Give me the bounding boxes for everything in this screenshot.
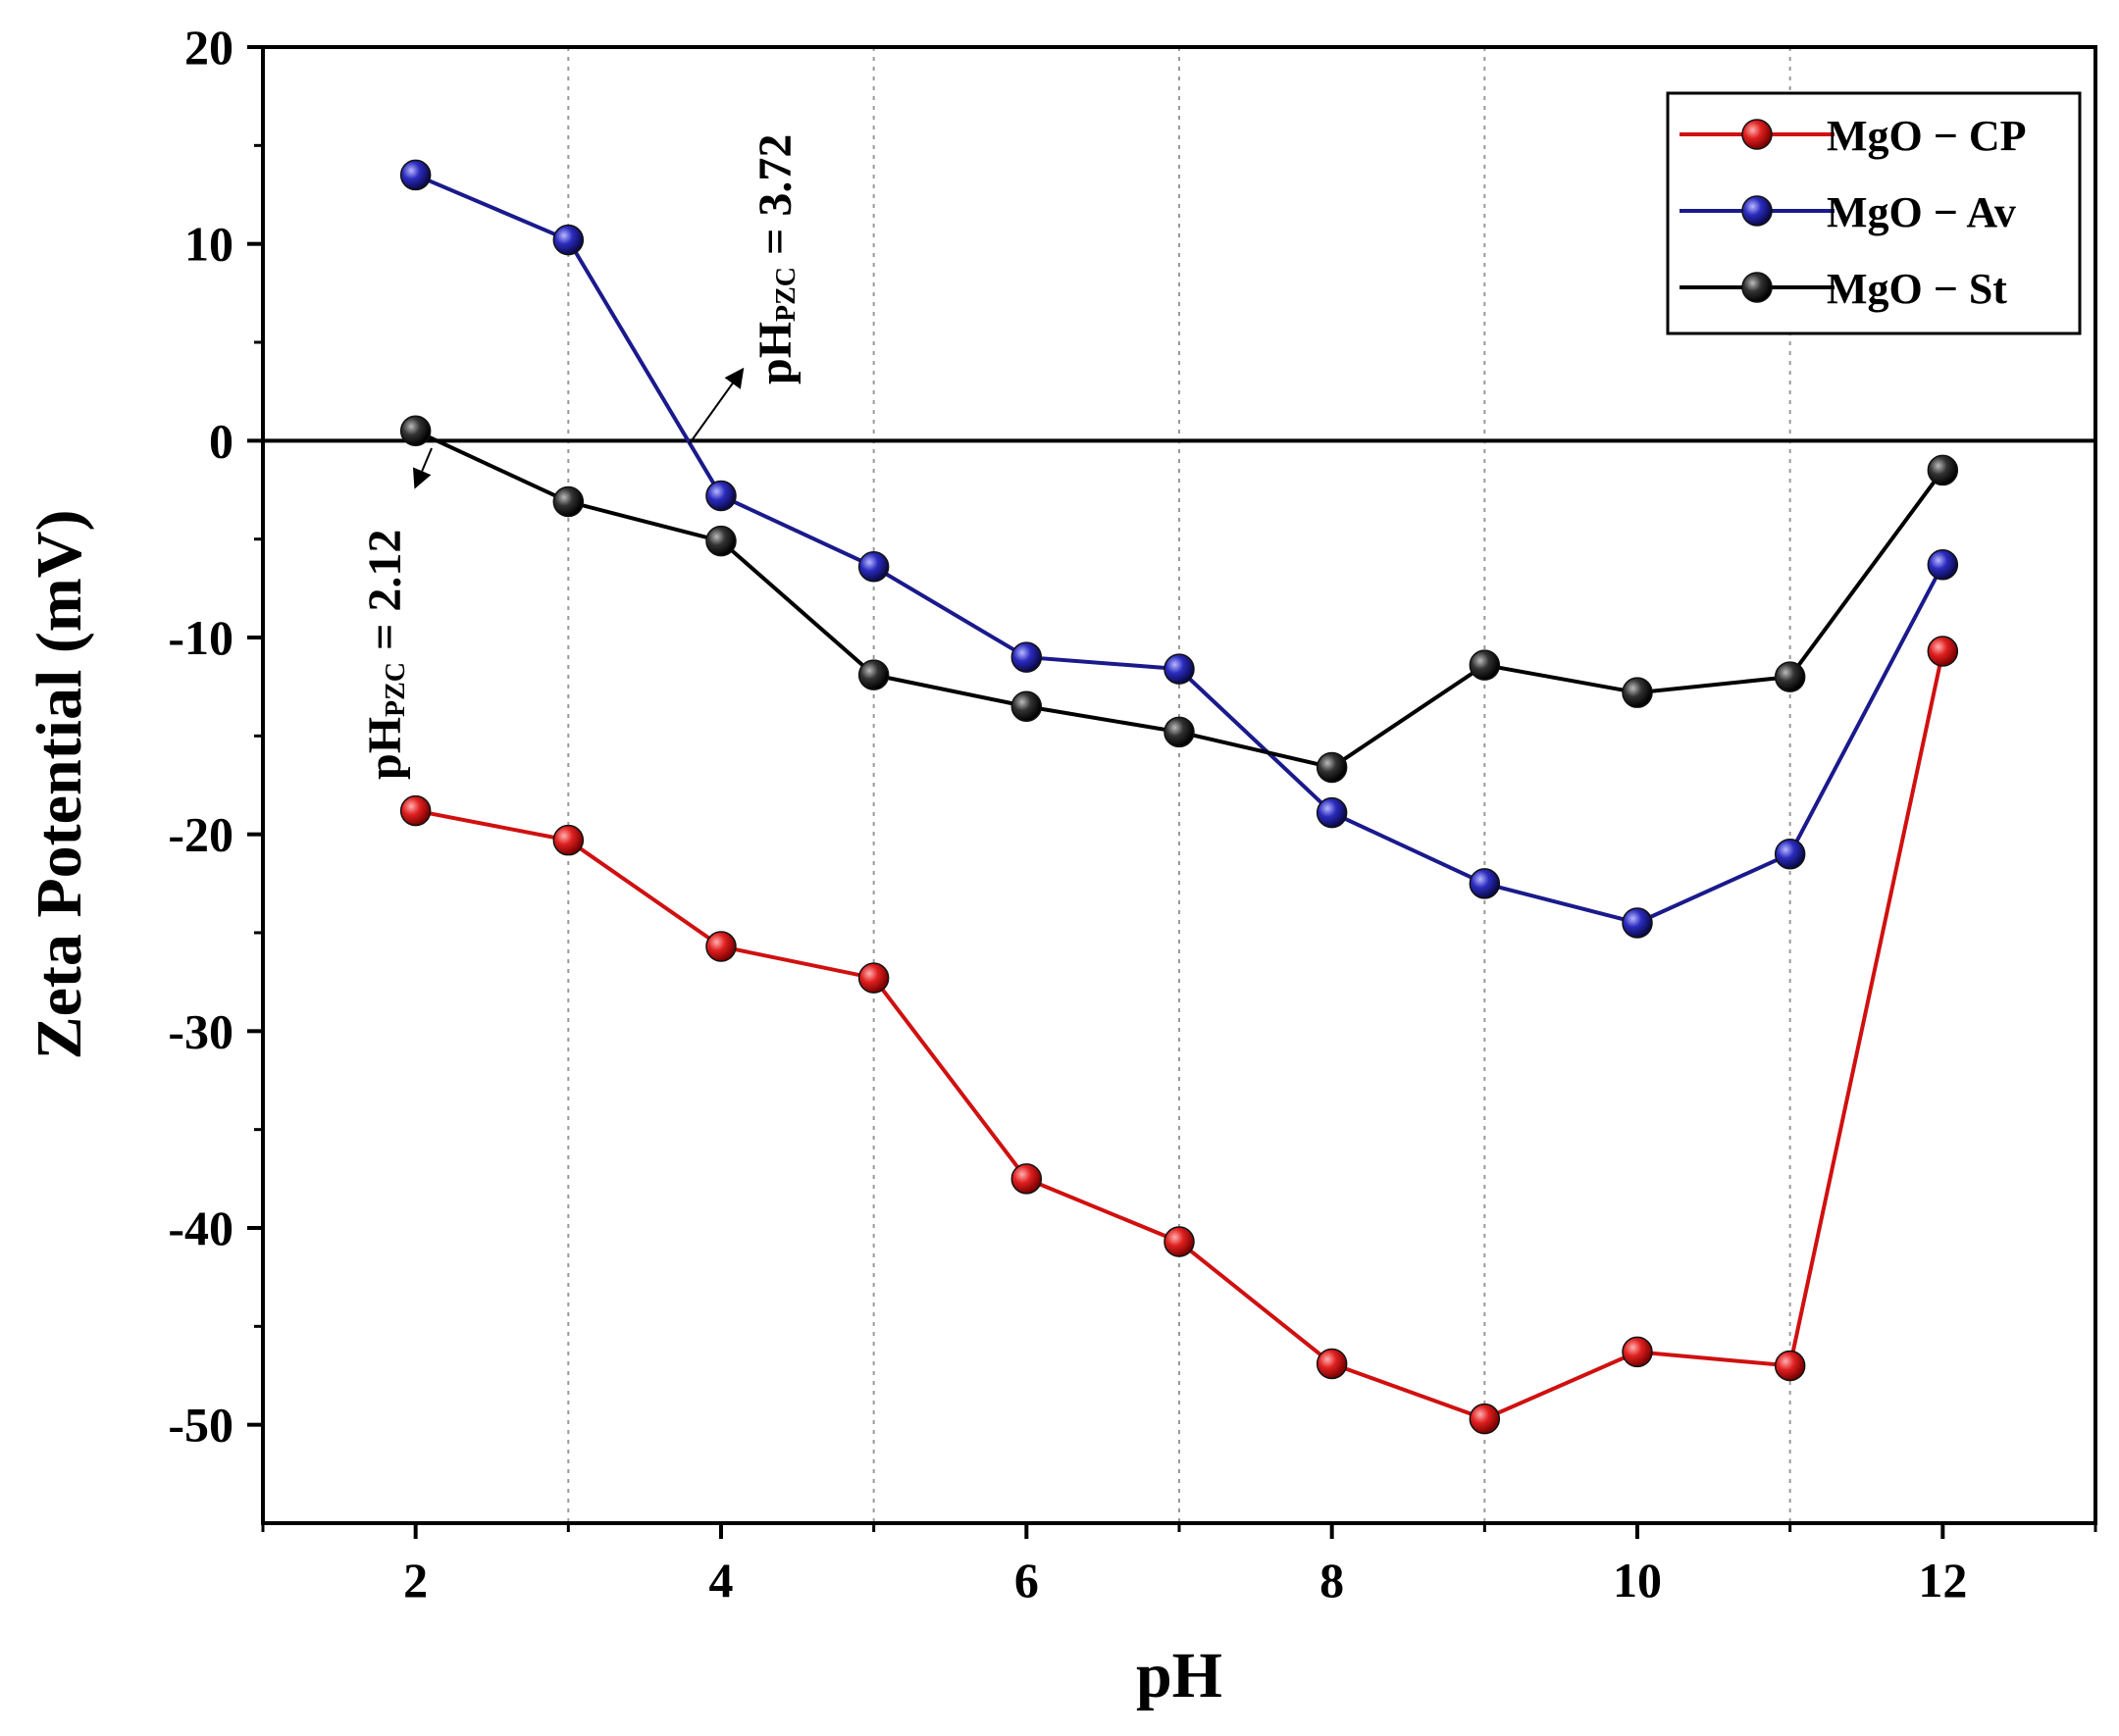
data-point <box>857 551 890 583</box>
data-point <box>1163 653 1195 685</box>
data-point <box>1927 549 1959 581</box>
annotation-main: pH <box>749 322 801 384</box>
x-axis-title: pH <box>1136 1640 1222 1711</box>
data-point <box>1163 1226 1195 1257</box>
series-layer <box>399 159 1959 1435</box>
data-point <box>705 480 737 512</box>
annotation-sub: PZC <box>771 267 801 322</box>
x-tick-label: 2 <box>403 1553 428 1608</box>
data-point <box>1622 1336 1653 1368</box>
y-axis-title: Zeta Potential (mV) <box>24 510 95 1060</box>
data-point <box>1316 1348 1348 1380</box>
y-tick-label: 20 <box>184 20 233 75</box>
data-point <box>857 962 890 994</box>
legend-marker <box>1741 272 1773 303</box>
data-point <box>1469 868 1501 899</box>
data-point <box>399 794 432 827</box>
data-point <box>1010 641 1043 673</box>
data-point <box>705 525 737 557</box>
y-tick-label: 0 <box>209 413 233 468</box>
legend-label: MgO − Av <box>1827 188 2016 236</box>
data-point <box>399 415 432 447</box>
data-point <box>1927 454 1959 486</box>
legend-marker <box>1741 195 1773 227</box>
annotation-pzc-0: pHPZC = 3.72 <box>749 134 801 384</box>
data-point <box>1010 690 1043 722</box>
data-point <box>1622 907 1653 939</box>
data-point <box>1469 1403 1501 1435</box>
y-tick-label: -40 <box>168 1200 233 1255</box>
legend: MgO − CP MgO − Av MgO − St <box>1666 91 2082 335</box>
data-point <box>399 159 432 191</box>
data-point <box>1927 636 1959 667</box>
y-tick-label: 10 <box>184 217 233 272</box>
data-point <box>552 485 585 518</box>
x-tick-label: 8 <box>1319 1553 1344 1608</box>
data-point <box>1163 716 1195 748</box>
data-point <box>1622 677 1653 708</box>
annotation-arrow <box>689 367 745 444</box>
legend-label: MgO − CP <box>1827 112 2026 160</box>
data-point <box>552 824 585 856</box>
x-tick-label: 4 <box>709 1553 734 1608</box>
data-point <box>1469 649 1501 681</box>
legend-marker <box>1741 119 1773 150</box>
x-tick-label: 12 <box>1918 1553 1967 1608</box>
x-tick-label: 6 <box>1014 1553 1039 1608</box>
annotation-main: pH <box>359 717 411 780</box>
data-point <box>1316 796 1348 829</box>
annotation-value: = 2.12 <box>359 530 411 662</box>
data-point <box>705 931 737 962</box>
axis-ticks: 20 10 0 -10 -20 -30 -40 -50 2 4 6 8 10 12 <box>168 20 2097 1608</box>
data-point <box>552 224 585 256</box>
data-point <box>1774 838 1806 870</box>
data-point <box>1010 1163 1043 1195</box>
annotation-value: = 3.72 <box>749 134 801 267</box>
annotation-pzc-1: pHPZC = 2.12 <box>359 530 411 780</box>
data-point <box>1774 661 1806 692</box>
gridlines <box>567 47 1791 1523</box>
y-tick-label: -10 <box>168 610 233 665</box>
legend-label: MgO − St <box>1827 265 2007 313</box>
y-tick-label: -30 <box>168 1003 233 1058</box>
annotation-sub: PZC <box>381 662 411 717</box>
x-tick-label: 10 <box>1613 1553 1662 1608</box>
data-point <box>1316 751 1348 784</box>
y-tick-label: -20 <box>168 807 233 862</box>
data-point <box>857 659 890 690</box>
y-tick-label: -50 <box>168 1398 233 1453</box>
annotation-arrow <box>412 447 433 489</box>
data-point <box>1774 1350 1806 1382</box>
